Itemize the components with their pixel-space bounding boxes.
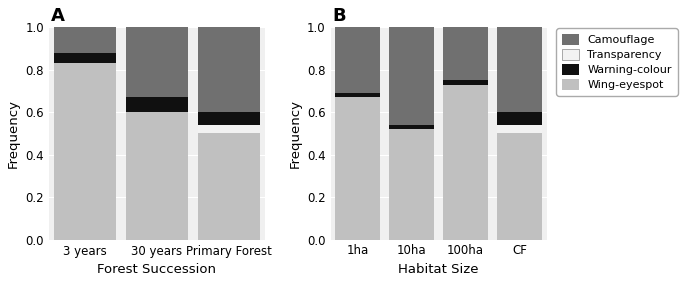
Bar xyxy=(497,112,543,125)
Text: A: A xyxy=(51,7,65,25)
Bar xyxy=(199,125,260,133)
Bar xyxy=(126,112,188,240)
Bar xyxy=(443,80,488,85)
Y-axis label: Frequency: Frequency xyxy=(7,99,20,168)
Bar xyxy=(388,125,434,129)
Legend: Camouflage, Transparency, Warning-colour, Wing-eyespot: Camouflage, Transparency, Warning-colour… xyxy=(556,28,677,96)
Bar xyxy=(388,27,434,125)
Bar xyxy=(334,97,380,240)
Y-axis label: Frequency: Frequency xyxy=(288,99,301,168)
Bar xyxy=(54,63,116,240)
Text: B: B xyxy=(333,7,347,25)
Bar xyxy=(334,93,380,97)
Bar xyxy=(54,27,116,53)
Bar xyxy=(497,125,543,133)
X-axis label: Forest Succession: Forest Succession xyxy=(97,263,216,276)
Bar xyxy=(334,27,380,93)
Bar xyxy=(199,133,260,240)
Bar xyxy=(199,27,260,112)
Bar xyxy=(388,129,434,240)
Bar xyxy=(199,112,260,125)
Bar xyxy=(54,53,116,63)
Bar xyxy=(497,133,543,240)
Bar xyxy=(126,97,188,112)
Bar xyxy=(443,27,488,80)
Bar xyxy=(497,27,543,112)
X-axis label: Habitat Size: Habitat Size xyxy=(398,263,479,276)
Bar xyxy=(126,27,188,97)
Bar xyxy=(443,85,488,240)
